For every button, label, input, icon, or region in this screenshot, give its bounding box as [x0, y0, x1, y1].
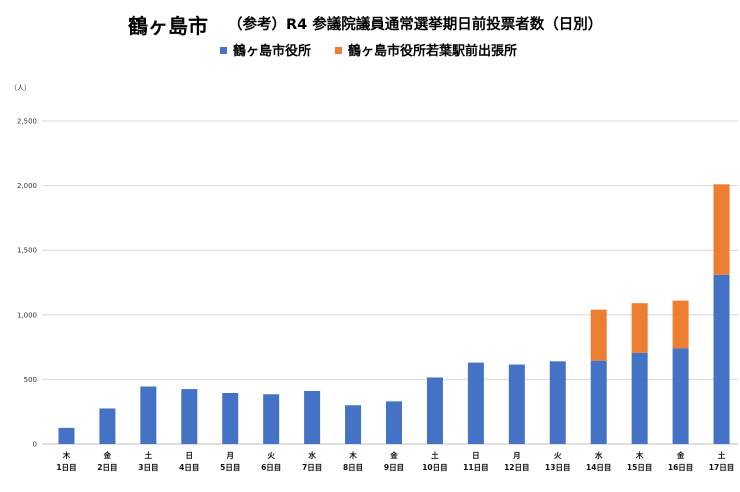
bar-main — [58, 427, 75, 444]
y-tick-label: 1,000 — [17, 311, 37, 319]
bar-main — [713, 274, 730, 444]
legend-item-branch: 鶴ヶ島市役所若葉駅前出張所 — [335, 40, 517, 59]
bar-main — [99, 408, 116, 444]
x-tick-weekday: 金 — [676, 450, 685, 460]
bar-main — [140, 386, 157, 444]
legend-item-main: 鶴ヶ島市役所 — [220, 40, 311, 59]
bar-main — [345, 405, 362, 444]
bar-main — [590, 360, 607, 444]
y-tick-label: 2,500 — [17, 118, 37, 126]
x-tick-weekday: 木 — [348, 450, 357, 460]
x-tick-weekday: 土 — [718, 450, 726, 460]
x-tick-day: 9日目 — [384, 463, 404, 472]
x-tick-day: 6日目 — [261, 463, 281, 472]
x-tick-weekday: 日 — [186, 451, 194, 460]
x-tick-day: 5日目 — [220, 463, 240, 472]
x-tick-weekday: 火 — [554, 451, 562, 460]
x-tick-weekday: 金 — [103, 450, 112, 460]
legend-swatch-branch — [335, 47, 342, 54]
bar-main — [222, 392, 239, 444]
x-tick-weekday: 土 — [431, 450, 439, 460]
y-tick-label: 0 — [33, 441, 37, 449]
bar-main — [549, 361, 566, 444]
bar-branch — [590, 309, 607, 361]
x-tick-day: 11日目 — [463, 463, 488, 472]
chart-title-text: （参考）R4 参議院議員通常選挙期日前投票者数（日別） — [228, 17, 603, 33]
x-tick-weekday: 水 — [595, 450, 603, 460]
bar-main — [508, 364, 525, 444]
x-tick-day: 12日目 — [504, 463, 529, 472]
x-tick-day: 3日目 — [138, 463, 158, 472]
legend: 鶴ヶ島市役所 鶴ヶ島市役所若葉駅前出張所 — [0, 40, 740, 59]
x-tick-day: 4日目 — [179, 463, 199, 472]
x-tick-day: 17日目 — [709, 463, 734, 472]
x-tick-day: 14日目 — [586, 463, 611, 472]
x-tick-day: 10日目 — [422, 463, 447, 472]
x-tick-day: 7日目 — [302, 463, 322, 472]
x-tick-day: 15日目 — [627, 463, 652, 472]
x-tick-weekday: 火 — [267, 451, 275, 460]
x-tick-weekday: 木 — [62, 450, 71, 460]
y-tick-label: 500 — [24, 376, 37, 384]
bar-main — [672, 348, 689, 444]
x-tick-weekday: 月 — [512, 451, 521, 460]
bar-main — [304, 391, 321, 444]
y-tick-label: 2,000 — [17, 182, 37, 190]
bar-main — [426, 377, 443, 444]
x-tick-day: 1日目 — [56, 463, 76, 472]
x-tick-day: 2日目 — [97, 463, 117, 472]
x-tick-day: 8日目 — [343, 463, 363, 472]
bar-branch — [713, 184, 730, 275]
bar-main — [631, 352, 648, 444]
y-axis-unit: （人） — [10, 84, 31, 92]
x-tick-weekday: 木 — [635, 450, 644, 460]
x-tick-weekday: 土 — [145, 450, 153, 460]
legend-swatch-main — [220, 47, 227, 54]
y-tick-label: 1,500 — [17, 247, 37, 255]
bar-main — [263, 394, 280, 444]
chart-title-city: 鶴ヶ島市 — [128, 14, 208, 38]
x-tick-weekday: 金 — [389, 450, 398, 460]
x-tick-day: 16日目 — [668, 463, 693, 472]
bar-main — [181, 389, 198, 444]
bar-main — [467, 362, 484, 444]
x-tick-weekday: 月 — [225, 451, 234, 460]
x-tick-day: 13日目 — [545, 463, 570, 472]
x-tick-weekday: 水 — [308, 450, 316, 460]
legend-label-branch: 鶴ヶ島市役所若葉駅前出張所 — [348, 44, 518, 59]
bar-branch — [672, 300, 689, 349]
bar-branch — [631, 303, 648, 353]
legend-label-main: 鶴ヶ島市役所 — [233, 44, 312, 59]
x-tick-weekday: 日 — [472, 451, 480, 460]
chart-title: 鶴ヶ島市 （参考）R4 参議院議員通常選挙期日前投票者数（日別） — [0, 10, 740, 38]
bar-main — [386, 401, 402, 444]
